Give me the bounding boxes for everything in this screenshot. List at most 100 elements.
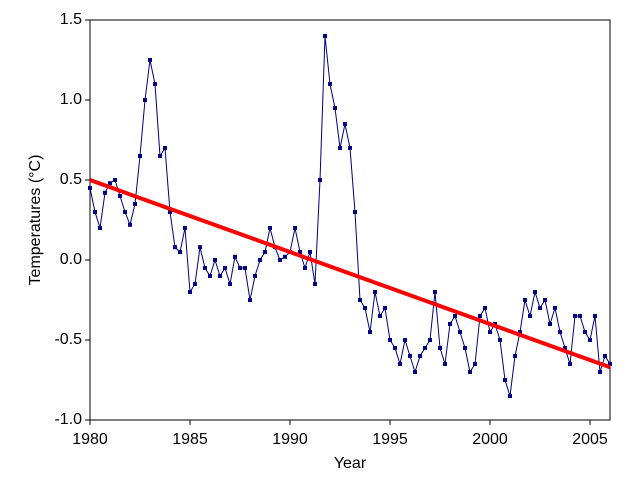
- x-tick-label: 2000: [472, 431, 508, 448]
- data-point: [228, 282, 232, 286]
- data-point: [383, 306, 387, 310]
- data-point: [478, 314, 482, 318]
- data-point: [233, 254, 237, 259]
- data-point: [103, 190, 107, 195]
- data-point: [133, 202, 137, 206]
- data-point: [243, 266, 247, 270]
- data-point: [268, 226, 272, 230]
- data-point: [398, 362, 402, 366]
- data-point: [303, 266, 307, 270]
- data-point: [98, 226, 102, 230]
- data-point: [258, 258, 262, 262]
- data-point: [368, 330, 372, 334]
- data-point: [403, 338, 407, 342]
- data-point: [598, 370, 602, 374]
- data-point: [88, 186, 92, 190]
- data-point: [263, 250, 267, 254]
- data-point: [423, 346, 427, 350]
- data-point: [153, 82, 157, 86]
- data-point: [93, 210, 97, 214]
- data-point: [128, 222, 132, 227]
- data-point: [178, 250, 182, 254]
- data-point: [578, 314, 582, 318]
- data-point: [603, 354, 607, 358]
- data-point: [523, 298, 527, 302]
- data-point: [408, 354, 412, 358]
- data-point: [163, 146, 167, 150]
- data-point: [458, 330, 462, 334]
- data-point: [338, 146, 342, 150]
- data-point: [238, 266, 242, 270]
- data-point: [378, 314, 382, 318]
- data-point: [218, 274, 222, 278]
- data-point: [308, 250, 312, 254]
- data-point: [438, 346, 442, 350]
- x-tick-label: 1980: [72, 431, 108, 448]
- data-point: [118, 194, 122, 198]
- data-point: [193, 282, 197, 286]
- data-point: [183, 226, 187, 230]
- x-tick-label: 1985: [172, 431, 208, 448]
- data-point: [223, 266, 227, 270]
- data-point: [573, 314, 577, 318]
- data-point: [173, 245, 177, 250]
- data-point: [373, 290, 377, 294]
- data-point: [608, 362, 612, 366]
- x-axis-label: Year: [334, 455, 367, 472]
- data-point: [553, 306, 557, 310]
- data-point: [453, 314, 457, 318]
- data-point: [548, 322, 552, 326]
- data-point: [113, 178, 117, 182]
- data-point: [448, 322, 452, 326]
- data-point: [313, 282, 317, 286]
- x-tick-label: 1990: [272, 431, 308, 448]
- data-point: [593, 314, 597, 318]
- data-point: [343, 122, 347, 126]
- y-tick-label: -1.0: [54, 411, 82, 428]
- data-point: [138, 154, 142, 158]
- data-point: [428, 338, 432, 342]
- data-point: [323, 34, 327, 38]
- data-point: [203, 266, 207, 270]
- data-point: [433, 290, 437, 294]
- plot-frame: [89, 19, 611, 421]
- data-point: [143, 98, 147, 102]
- data-point: [188, 290, 192, 294]
- data-point: [528, 314, 532, 318]
- data-point: [148, 58, 152, 62]
- data-point: [513, 354, 517, 358]
- data-point: [388, 338, 392, 342]
- data-point: [358, 298, 362, 302]
- data-point: [488, 330, 492, 334]
- y-tick-label: 0.5: [60, 171, 82, 188]
- data-point: [333, 106, 337, 110]
- data-point: [568, 362, 572, 366]
- data-point: [348, 146, 352, 150]
- data-point: [318, 178, 322, 182]
- data-point: [298, 250, 302, 254]
- y-tick-label: 0.0: [60, 251, 82, 268]
- data-line: [89, 35, 611, 397]
- data-point: [543, 298, 547, 302]
- y-tick-label: 1.5: [60, 11, 82, 28]
- data-point: [503, 378, 507, 382]
- data-point: [538, 306, 542, 310]
- data-point: [558, 330, 562, 334]
- data-point: [463, 346, 467, 350]
- data-point: [198, 245, 202, 250]
- data-point: [583, 330, 587, 334]
- data-point: [508, 394, 512, 398]
- data-point: [363, 306, 367, 310]
- trend-line: [89, 178, 611, 370]
- data-point: [253, 274, 257, 278]
- y-tick-label: -0.5: [54, 331, 82, 348]
- data-point: [563, 346, 567, 350]
- y-axis-label: Temperatures (°C): [27, 155, 44, 286]
- data-point: [213, 258, 217, 262]
- data-point: [418, 354, 422, 358]
- data-point: [498, 338, 502, 342]
- data-point: [483, 306, 487, 310]
- data-point: [473, 362, 477, 366]
